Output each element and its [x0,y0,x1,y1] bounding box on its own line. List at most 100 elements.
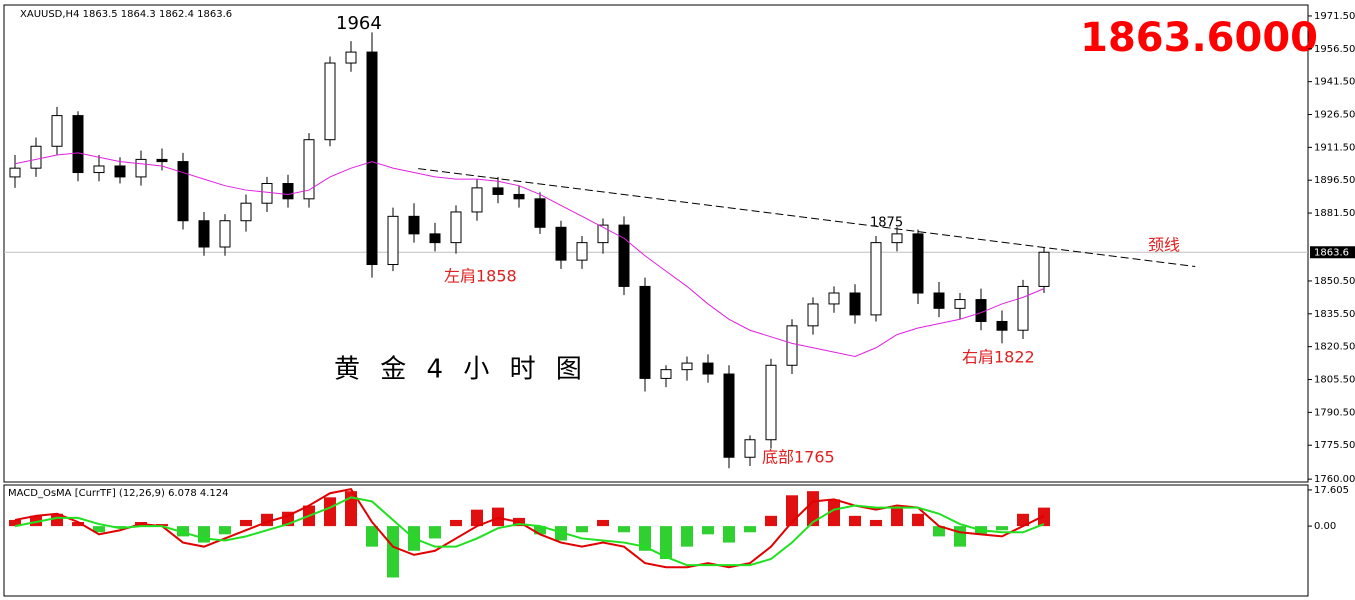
macd-bar [870,519,882,527]
neckline-label: 颈线 [1148,236,1180,255]
candle-body [996,320,1008,331]
y-tick-label: 1911.50 [1314,142,1355,153]
candle-body [156,158,168,163]
candle-body [555,226,567,261]
macd-bar [492,507,504,527]
macd-bar [639,526,651,551]
macd-bar [765,515,777,527]
candle-body [429,233,441,244]
candle-body [324,62,336,141]
y-tick-label: 1760.00 [1314,474,1355,485]
macd-bar [429,526,441,539]
candle-body [975,299,987,322]
candle-body [723,373,735,458]
candle-body [933,292,945,309]
candle-body [114,165,126,178]
macd-bar [891,507,903,527]
candle-body [51,115,63,147]
macd-bar [450,519,462,527]
macd-bar [723,526,735,543]
candle-body [471,187,483,213]
bottom-label: 底部1765 [762,448,835,467]
candle-body [366,51,378,266]
macd-bar [933,526,945,537]
macd-bar [198,526,210,543]
macd-bar [660,526,672,559]
candle-body [219,220,231,248]
candle-body [828,292,840,305]
candle-body [408,215,420,235]
y-tick-label: 1805.50 [1314,375,1355,386]
macd-bar [30,515,42,527]
candle-body [954,299,966,309]
macd-bar [9,519,21,527]
macd-title: MACD_OsMA [CurrTF] (12,26,9) 6.078 4.124 [8,488,229,499]
candle-body [387,215,399,266]
candle-body [177,161,189,222]
macd-bar [219,526,231,535]
macd-bar [954,526,966,547]
left-shoulder-label: 左肩1858 [444,267,517,286]
macd-bar [1017,513,1029,527]
caption: 黄 金 4 小 时 图 [334,355,588,385]
macd-bar [597,519,609,527]
macd-bar [72,522,84,527]
macd-line [14,496,1045,567]
candle-body [702,362,714,375]
candle-body [240,202,252,222]
candle-body [912,233,924,294]
candle-body [744,439,756,458]
macd-line [14,487,1045,569]
y-tick-label: 1971.50 [1314,11,1355,22]
candle-body [618,224,630,287]
candle-body [849,292,861,316]
macd-bar [366,526,378,547]
candle-body [198,220,210,248]
macd-bar [387,526,399,578]
macd-bar [114,526,126,529]
macd-bar [681,526,693,547]
macd-bar [324,497,336,527]
macd-bar [576,526,588,533]
macd-bar [51,513,63,527]
candle-body [870,242,882,316]
candle-body [786,325,798,366]
y-tick-label: 1941.50 [1314,77,1355,88]
candle-body [681,362,693,371]
y-tick-label: 1956.50 [1314,44,1355,55]
top-label: 1964 [336,13,382,34]
macd-bar [912,513,924,527]
candle-body [891,233,903,244]
candle-body [576,242,588,261]
candle-body [93,165,105,174]
candle-body [303,139,315,200]
candle-body [261,182,273,204]
candle-body [30,145,42,169]
chart-title: XAUUSD,H4 1863.5 1864.3 1862.4 1863.6 [20,9,232,20]
candle-body [135,158,147,178]
y-tick-label: 1881.50 [1314,208,1355,219]
moving-average [14,152,1045,358]
price-label: 1863.6 [1314,247,1349,258]
candle-body [807,303,819,327]
candle-body [282,182,294,200]
candle-body [639,285,651,379]
candle-body [534,198,546,228]
macd-bar [156,524,168,527]
macd-bar [828,499,840,527]
neckline [418,168,1196,267]
candle-body [597,224,609,244]
macd-bar [534,526,546,535]
y-tick-label: 1820.50 [1314,342,1355,353]
candle-body [345,51,357,64]
y-tick-label: 1835.50 [1314,309,1355,320]
right-shoulder-label: 右肩1822 [962,348,1035,367]
macd-bar [618,526,630,533]
y-tick-label: 1775.50 [1314,440,1355,451]
candle-body [1017,285,1029,331]
macd-bar [849,515,861,527]
candle-body [450,211,462,244]
macd-bar [807,491,819,527]
